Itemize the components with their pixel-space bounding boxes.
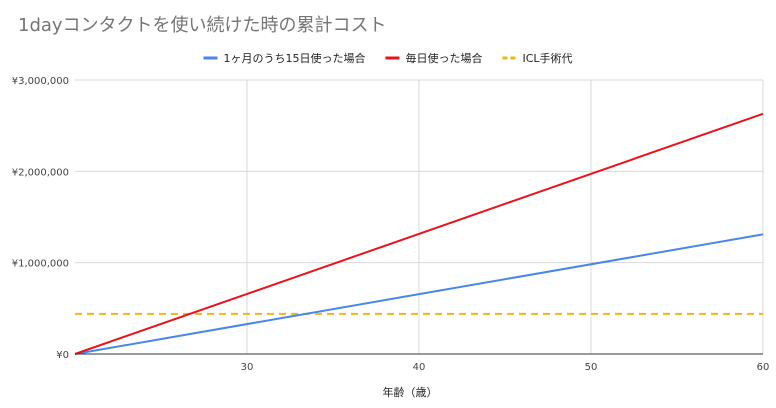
legend-label: 毎日使った場合 (405, 51, 482, 65)
series-line-2 (74, 112, 764, 355)
grid-lines (75, 79, 764, 354)
x-tick-label: 40 (413, 362, 426, 373)
x-tick-label: 30 (241, 362, 254, 373)
legend-label: 1ヶ月のうち15日使った場合 (223, 51, 365, 65)
legend-item-2: 毎日使った場合 (385, 51, 482, 65)
x-axis-ticks: 30 40 50 60 (241, 362, 770, 373)
legend-label: ICL手術代 (522, 51, 572, 65)
legend-item-3: ICL手術代 (502, 51, 573, 65)
x-axis-title: 年齢（歳） (383, 385, 438, 399)
x-tick-label: 50 (585, 362, 598, 373)
y-tick-label: ¥0 (56, 350, 69, 361)
y-tick-label: ¥2,000,000 (12, 167, 69, 178)
series-lines (74, 112, 764, 355)
legend-item-1: 1ヶ月のうち15日使った場合 (203, 51, 365, 65)
x-tick-label: 60 (757, 362, 770, 373)
y-tick-label: ¥1,000,000 (12, 259, 69, 270)
y-tick-label: ¥3,000,000 (12, 76, 69, 87)
series-line-1 (74, 233, 764, 355)
y-axis-ticks: ¥0 ¥1,000,000 ¥2,000,000 ¥3,000,000 (12, 76, 69, 361)
legend: 1ヶ月のうち15日使った場合 毎日使った場合 ICL手術代 (203, 51, 573, 65)
chart-title: 1dayコンタクトを使い続けた時の累計コスト (18, 15, 387, 36)
